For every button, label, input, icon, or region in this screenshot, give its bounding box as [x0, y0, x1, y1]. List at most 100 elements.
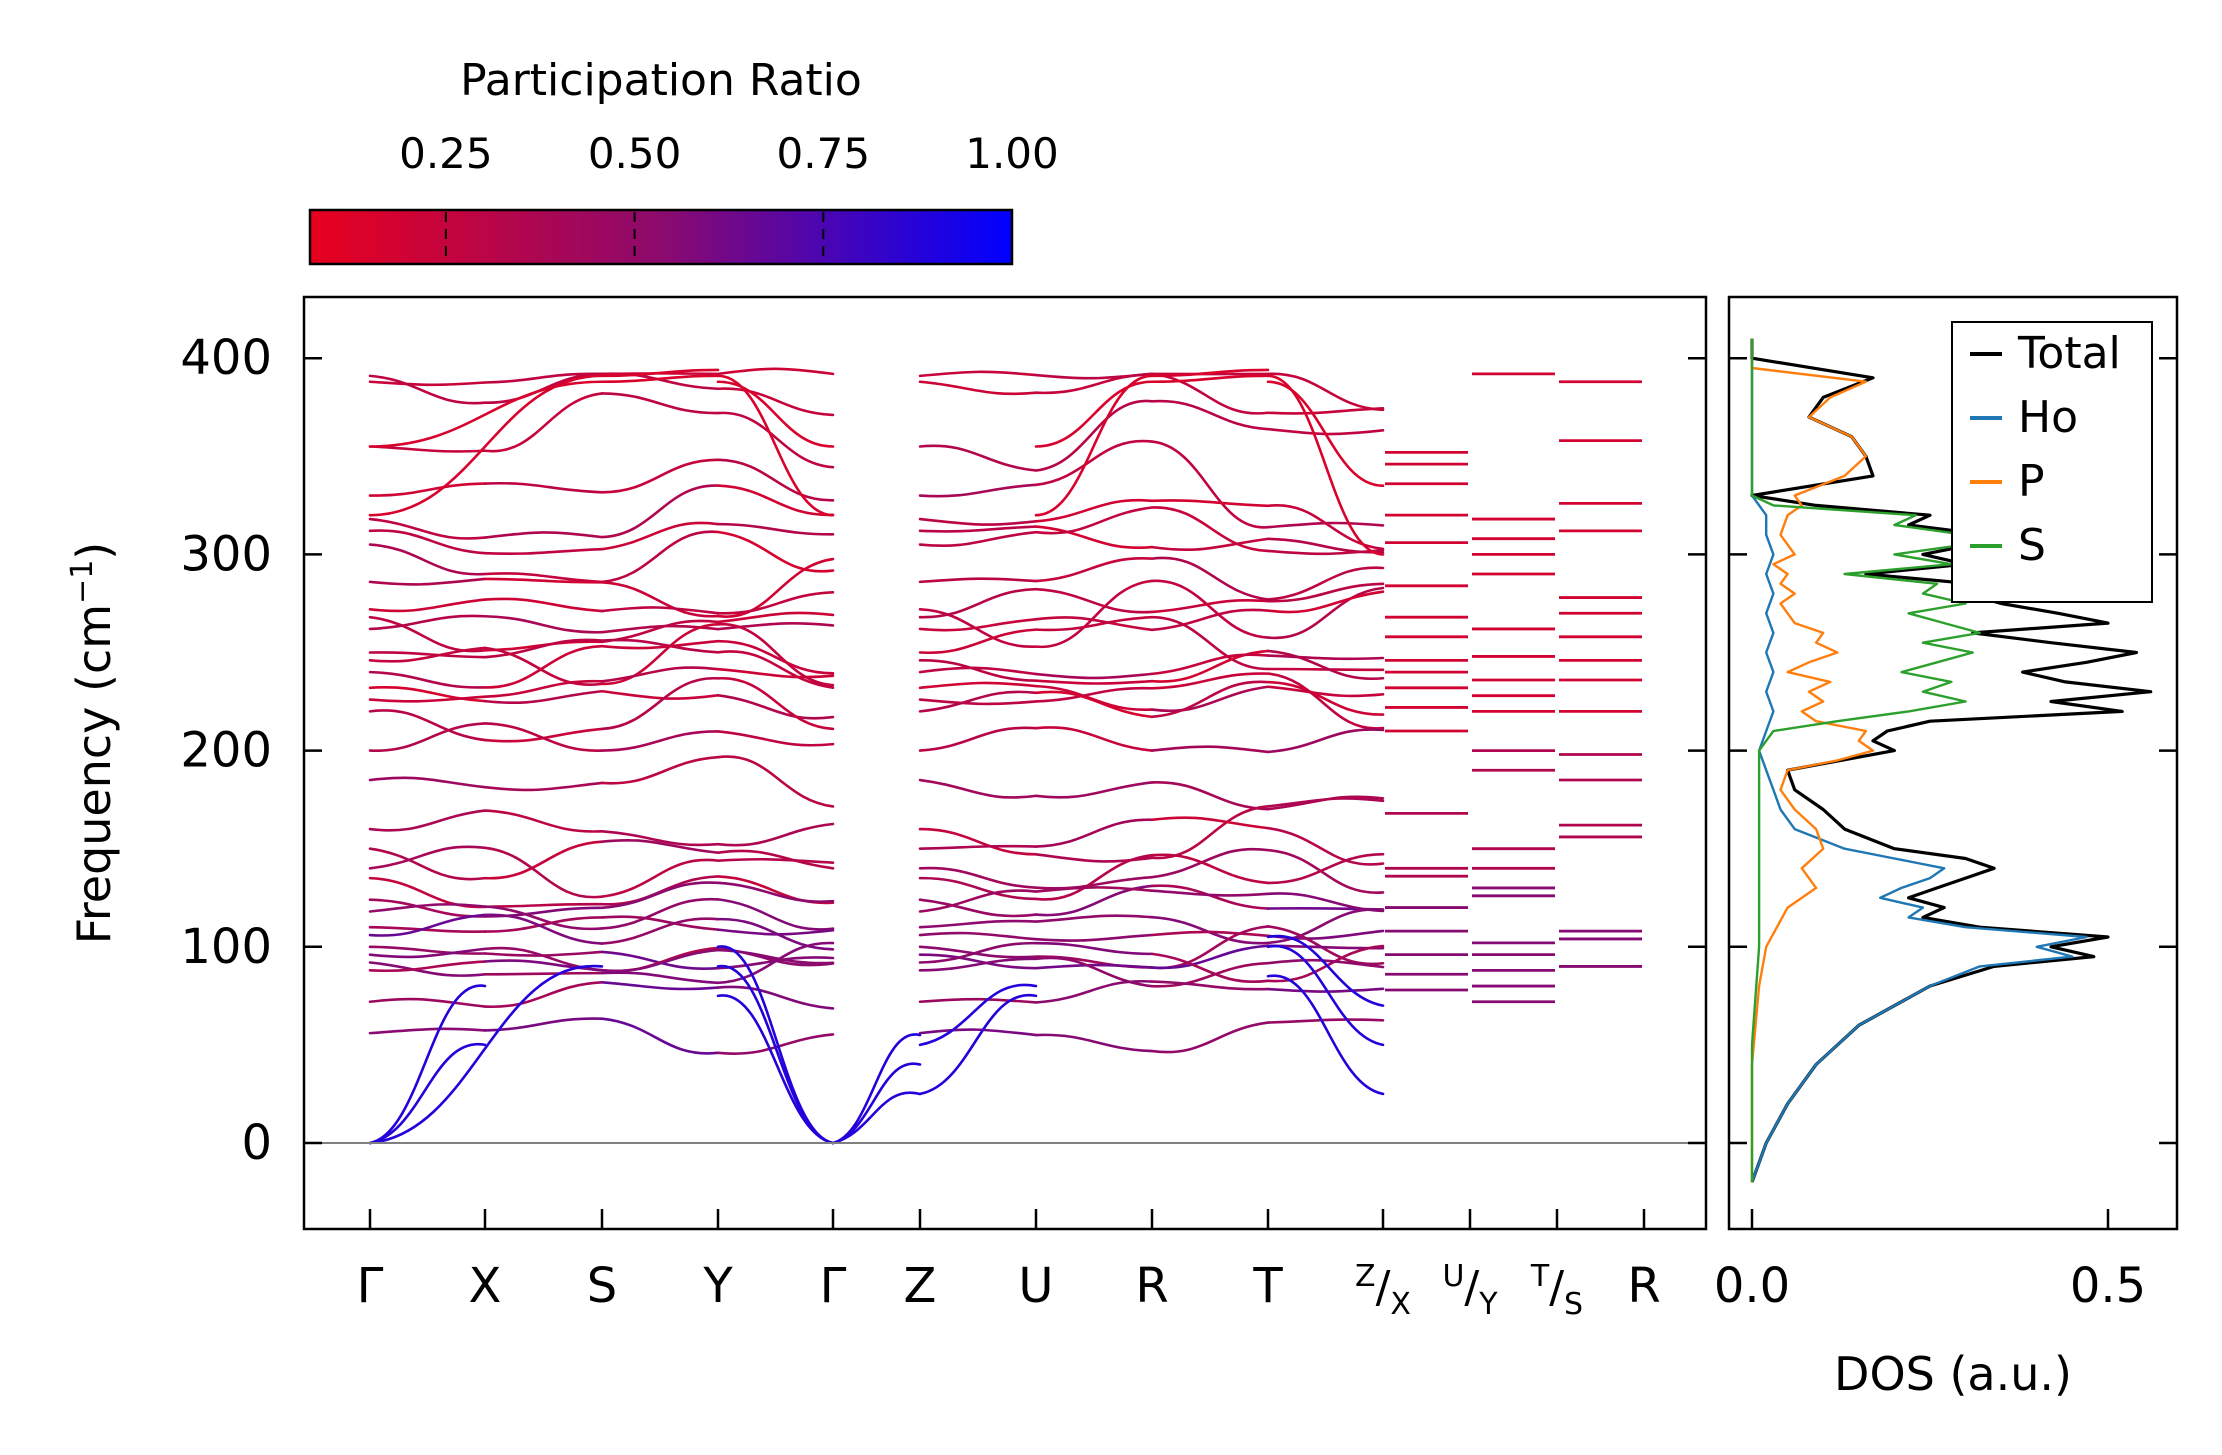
band-axis-ticks	[304, 356, 1706, 1229]
band-branch	[600, 622, 720, 686]
legend-label: S	[2018, 520, 2046, 571]
band-branch	[483, 1017, 604, 1032]
band-branch	[1266, 566, 1385, 601]
band-branch	[716, 650, 835, 689]
band-branch	[1034, 914, 1154, 923]
band-branch	[483, 577, 604, 584]
band-branch	[1266, 797, 1385, 808]
band-branch	[1266, 944, 1385, 983]
band-branch	[1150, 399, 1270, 431]
band-branch	[483, 840, 604, 880]
band-branch	[483, 638, 604, 659]
band-branch	[918, 380, 1038, 396]
band-y-tick-labels: 0 100 200 300 400	[180, 330, 272, 1171]
band-branch	[368, 945, 487, 955]
band-branch	[483, 481, 604, 494]
band-branch	[918, 953, 1038, 970]
band-branch	[1150, 680, 1270, 719]
band-branch	[1034, 616, 1154, 632]
band-branch	[1266, 649, 1385, 681]
band-branch-acoustic	[831, 1062, 922, 1145]
band-branch	[368, 543, 487, 576]
band-branch	[716, 693, 835, 720]
band-branch	[716, 458, 835, 502]
band-branch	[918, 778, 1038, 799]
band-branch	[1150, 781, 1270, 811]
dos-x-tick-label: 0.0	[1714, 1258, 1790, 1314]
band-branch	[483, 959, 604, 972]
band-branch-acoustic	[716, 945, 835, 1145]
band-branch	[716, 985, 835, 1010]
band-branch	[483, 846, 604, 899]
band-branch	[1034, 875, 1154, 890]
dos-series-p	[1750, 338, 1875, 1183]
band-x-tick-label: Z	[904, 1258, 937, 1314]
band-lines	[368, 367, 1642, 1145]
band-branch	[483, 722, 604, 752]
band-x-tick-labels: Γ X S Y Γ Z U R T Z/X U/Y T/S R	[357, 1258, 1661, 1322]
band-branch	[1034, 941, 1154, 956]
band-branch	[1266, 667, 1385, 672]
band-branch	[1034, 439, 1154, 487]
band-branch	[918, 444, 1038, 472]
legend-label: Total	[2017, 328, 2121, 379]
band-branch	[1266, 407, 1385, 415]
band-branch	[716, 411, 835, 469]
band-branch	[1266, 987, 1385, 993]
band-branch	[918, 517, 1038, 526]
band-branch	[600, 881, 720, 910]
band-branch	[368, 686, 487, 703]
band-branch	[1034, 679, 1154, 685]
band-y-tick-label: 200	[180, 723, 272, 779]
band-branch	[716, 730, 835, 747]
band-branch	[716, 667, 835, 679]
band-branch	[368, 614, 487, 631]
colorbar-ticks: 0.25 0.50 0.75 1.00	[399, 129, 1059, 262]
band-branch	[918, 666, 1038, 676]
band-branch	[1034, 781, 1154, 799]
band-branch	[600, 1017, 720, 1055]
band-branch	[918, 876, 1038, 901]
band-branch	[483, 971, 604, 976]
dos-legend: Total Ho PS	[1951, 321, 2153, 603]
band-branch	[600, 730, 720, 752]
band-branch	[483, 916, 604, 933]
band-branch	[1034, 963, 1154, 970]
band-branch	[483, 547, 604, 556]
band-branch	[368, 960, 487, 973]
dos-lines	[1750, 338, 2153, 1183]
band-branch	[1266, 680, 1385, 716]
band-branch	[1150, 506, 1270, 553]
legend-label: P	[2018, 456, 2045, 507]
band-branch	[1266, 925, 1385, 966]
band-branch	[368, 517, 487, 540]
band-branch	[368, 925, 487, 933]
band-branch	[368, 615, 487, 653]
band-branch	[1034, 579, 1154, 648]
band-branch	[1266, 1018, 1385, 1024]
band-branch	[716, 875, 835, 905]
band-branch	[483, 392, 604, 453]
dos-series-ho	[1750, 338, 2088, 1183]
band-branch	[918, 659, 1038, 683]
band-branch	[368, 374, 487, 405]
band-branch	[716, 622, 835, 687]
band-branch	[368, 651, 487, 659]
band-branch	[483, 679, 604, 698]
band-branch	[368, 445, 487, 453]
band-branch	[1266, 672, 1385, 730]
band-branch	[368, 997, 487, 1008]
band-branch	[1034, 853, 1154, 901]
band-branch	[600, 639, 720, 650]
band-branch	[368, 722, 487, 752]
band-branch	[483, 531, 604, 539]
band-branch	[600, 950, 720, 971]
band-branch	[600, 971, 720, 985]
band-branch	[1266, 654, 1385, 661]
band-branch-acoustic	[368, 1042, 487, 1145]
band-branch	[600, 915, 720, 931]
band-branch	[600, 581, 720, 618]
band-branch-acoustic	[368, 964, 604, 1145]
legend-label: Ho	[2018, 392, 2078, 443]
band-branch	[1034, 686, 1154, 703]
